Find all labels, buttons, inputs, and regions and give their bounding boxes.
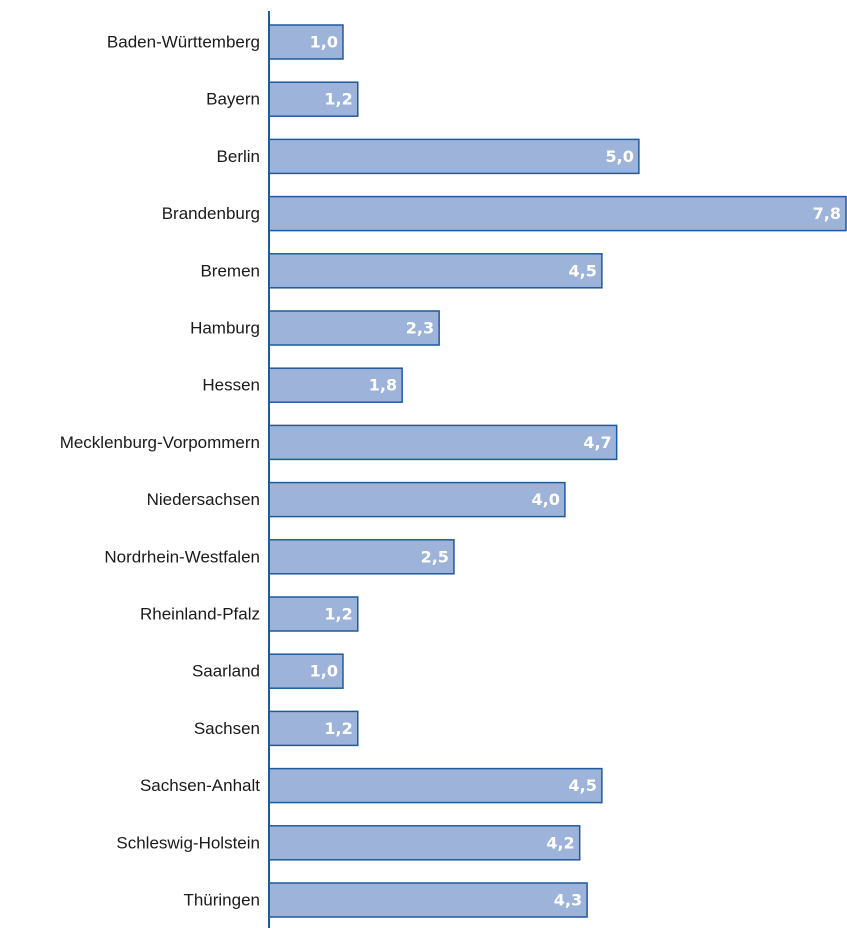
bar — [268, 481, 566, 518]
bars-layer: 1,0 1,2 5,0 7,8 4,5 2,3 1,8 4,7 4,0 2,5 1,2 1,0 1,2 4… — [268, 24, 847, 918]
bar-value-label: 4,7 — [583, 433, 611, 452]
category-label: Berlin — [217, 147, 260, 166]
bar — [268, 81, 359, 117]
category-label: Niedersachsen — [147, 490, 260, 509]
bar-value-label: 1,2 — [324, 605, 352, 624]
bar-value-label: 1,8 — [369, 376, 397, 395]
bar-value-label: 4,2 — [546, 833, 574, 852]
category-label: Mecklenburg-Vorpommern — [60, 433, 260, 452]
category-label: Sachsen — [194, 719, 260, 738]
bar-value-label: 1,0 — [310, 662, 338, 681]
bar-value-label: 1,0 — [310, 33, 338, 52]
category-label: Hamburg — [190, 319, 260, 338]
bar-value-label: 4,3 — [554, 891, 582, 910]
bar-value-label: 2,3 — [406, 319, 434, 338]
category-label: Thüringen — [183, 891, 260, 910]
category-label: Bremen — [200, 261, 260, 280]
labels-layer: Baden-Württemberg Bayern Berlin Brandenburg… — [60, 33, 261, 910]
bar-value-label: 4,5 — [569, 261, 597, 280]
bar — [268, 825, 581, 861]
bar — [268, 310, 440, 346]
bar — [268, 882, 588, 918]
bar-value-label: 1,2 — [324, 719, 352, 738]
bar-value-label: 1,2 — [324, 90, 352, 109]
category-label: Hessen — [202, 376, 260, 395]
bar — [268, 424, 618, 461]
category-label: Saarland — [192, 662, 260, 681]
category-label: Baden-Württemberg — [107, 33, 260, 52]
category-label: Brandenburg — [162, 204, 260, 223]
bar — [268, 653, 344, 689]
bar — [268, 767, 603, 804]
category-label: Sachsen-Anhalt — [140, 776, 260, 795]
bar-value-label: 2,5 — [421, 547, 449, 566]
category-label: Nordrhein-Westfalen — [104, 547, 260, 566]
bar — [268, 138, 640, 175]
category-label: Bayern — [206, 90, 260, 109]
bar-value-label: 4,5 — [569, 776, 597, 795]
bar-value-label: 5,0 — [606, 147, 634, 166]
bar-value-label: 4,0 — [532, 490, 560, 509]
category-label: Schleswig-Holstein — [116, 833, 260, 852]
bar — [268, 253, 603, 289]
bar — [268, 195, 847, 232]
category-label: Rheinland-Pfalz — [140, 605, 260, 624]
bar — [268, 367, 403, 403]
bar-value-label: 7,8 — [813, 204, 841, 223]
bar — [268, 539, 455, 575]
